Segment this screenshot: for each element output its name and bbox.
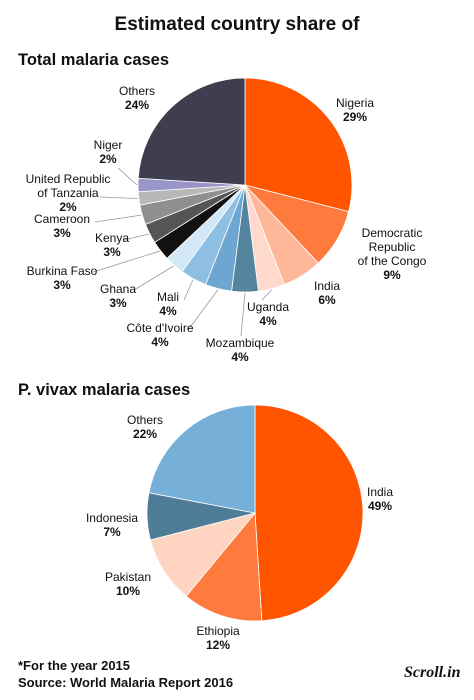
slice-value: 6%	[318, 293, 336, 307]
slice-value: 3%	[103, 245, 121, 259]
footnote: *For the year 2015	[18, 658, 131, 673]
slice-name: Others	[126, 413, 164, 427]
slice-name: United Republic of Tanzania	[25, 172, 111, 200]
slice-name: Ghana	[99, 282, 137, 296]
leader-line	[183, 279, 194, 301]
slice-label: Others 24%	[119, 84, 155, 112]
slice-value: 2%	[99, 152, 117, 166]
slice-label: Democratic Republic of the Congo 9%	[351, 226, 433, 282]
slice-name: Burkina Faso	[26, 264, 98, 278]
slice-name: Cameroon	[33, 212, 91, 226]
pie-slice	[244, 77, 353, 213]
chart-title: Total malaria cases	[18, 51, 170, 69]
slice-name: Ethiopia	[196, 624, 240, 638]
slice-label: Ethiopia 12%	[196, 624, 239, 652]
slice-name: Democratic Republic of the Congo	[357, 226, 427, 268]
slice-name: Indonesia	[85, 511, 139, 525]
pie-slice	[185, 511, 263, 622]
slice-value: 10%	[115, 584, 141, 598]
slice-value: 4%	[231, 350, 249, 364]
slice-label: Pakistan 10%	[105, 570, 151, 598]
slice-value: 4%	[151, 335, 169, 349]
slice-name: Mali	[156, 290, 180, 304]
slice-value: 3%	[53, 226, 71, 240]
slice-label: Mali 4%	[157, 290, 179, 318]
slice-value: 29%	[342, 110, 368, 124]
slice-value: 3%	[109, 296, 127, 310]
leader-line	[133, 265, 174, 291]
main-title: Estimated country share of	[114, 14, 360, 35]
logo: Scroll.in	[404, 664, 461, 681]
slice-label: Côte d'Ivoire 4%	[127, 321, 194, 349]
slice-name: Kenya	[94, 231, 130, 245]
slice-label: Others 22%	[127, 413, 163, 441]
slice-label: Kenya 3%	[95, 231, 129, 259]
slice-value: 4%	[159, 304, 177, 318]
slice-label: Niger 2%	[94, 138, 123, 166]
slice-name: Uganda	[246, 300, 290, 314]
slice-name: Niger	[93, 138, 123, 152]
slice-name: India	[366, 485, 394, 499]
leader-line	[123, 233, 149, 241]
slice-label: United Republic of Tanzania 2%	[26, 172, 111, 214]
pie-slice	[148, 404, 256, 514]
slice-label: Indonesia 7%	[86, 511, 138, 539]
slice-name: Others	[118, 84, 156, 98]
slice-label: Cameroon 3%	[34, 212, 90, 240]
leader-line	[99, 196, 138, 199]
slice-value: 24%	[124, 98, 150, 112]
slice-label: Ghana 3%	[100, 282, 136, 310]
pie-slice	[254, 404, 364, 622]
slice-value: 22%	[132, 427, 158, 441]
slice-name: Mozambique	[205, 336, 275, 350]
pie-slice	[137, 77, 246, 186]
slice-value: 12%	[205, 638, 231, 652]
slice-label: India 6%	[314, 279, 340, 307]
slice-name: Nigeria	[335, 96, 375, 110]
chart-title: P. vivax malaria cases	[18, 381, 191, 399]
source: Source: World Malaria Report 2016	[18, 675, 234, 690]
slice-label: Mozambique 4%	[206, 336, 275, 364]
leader-line	[261, 289, 273, 301]
slice-name: India	[313, 279, 341, 293]
leader-line	[187, 289, 219, 331]
slice-label: Nigeria 29%	[336, 96, 374, 124]
leader-line	[240, 292, 246, 337]
leader-line	[117, 167, 138, 186]
slice-value: 7%	[103, 525, 121, 539]
slice-label: India 49%	[367, 485, 393, 513]
leader-line	[94, 214, 142, 223]
slice-value: 2%	[59, 200, 77, 214]
slice-name: Pakistan	[104, 570, 152, 584]
slice-value: 4%	[259, 314, 277, 328]
slice-value: 49%	[367, 499, 393, 513]
slice-label: Burkina Faso 3%	[27, 264, 98, 292]
slice-value: 3%	[53, 278, 71, 292]
slice-label: Uganda 4%	[247, 300, 289, 328]
leader-line	[92, 250, 160, 273]
slice-value: 9%	[383, 268, 401, 282]
slice-name: Côte d'Ivoire	[126, 321, 194, 335]
